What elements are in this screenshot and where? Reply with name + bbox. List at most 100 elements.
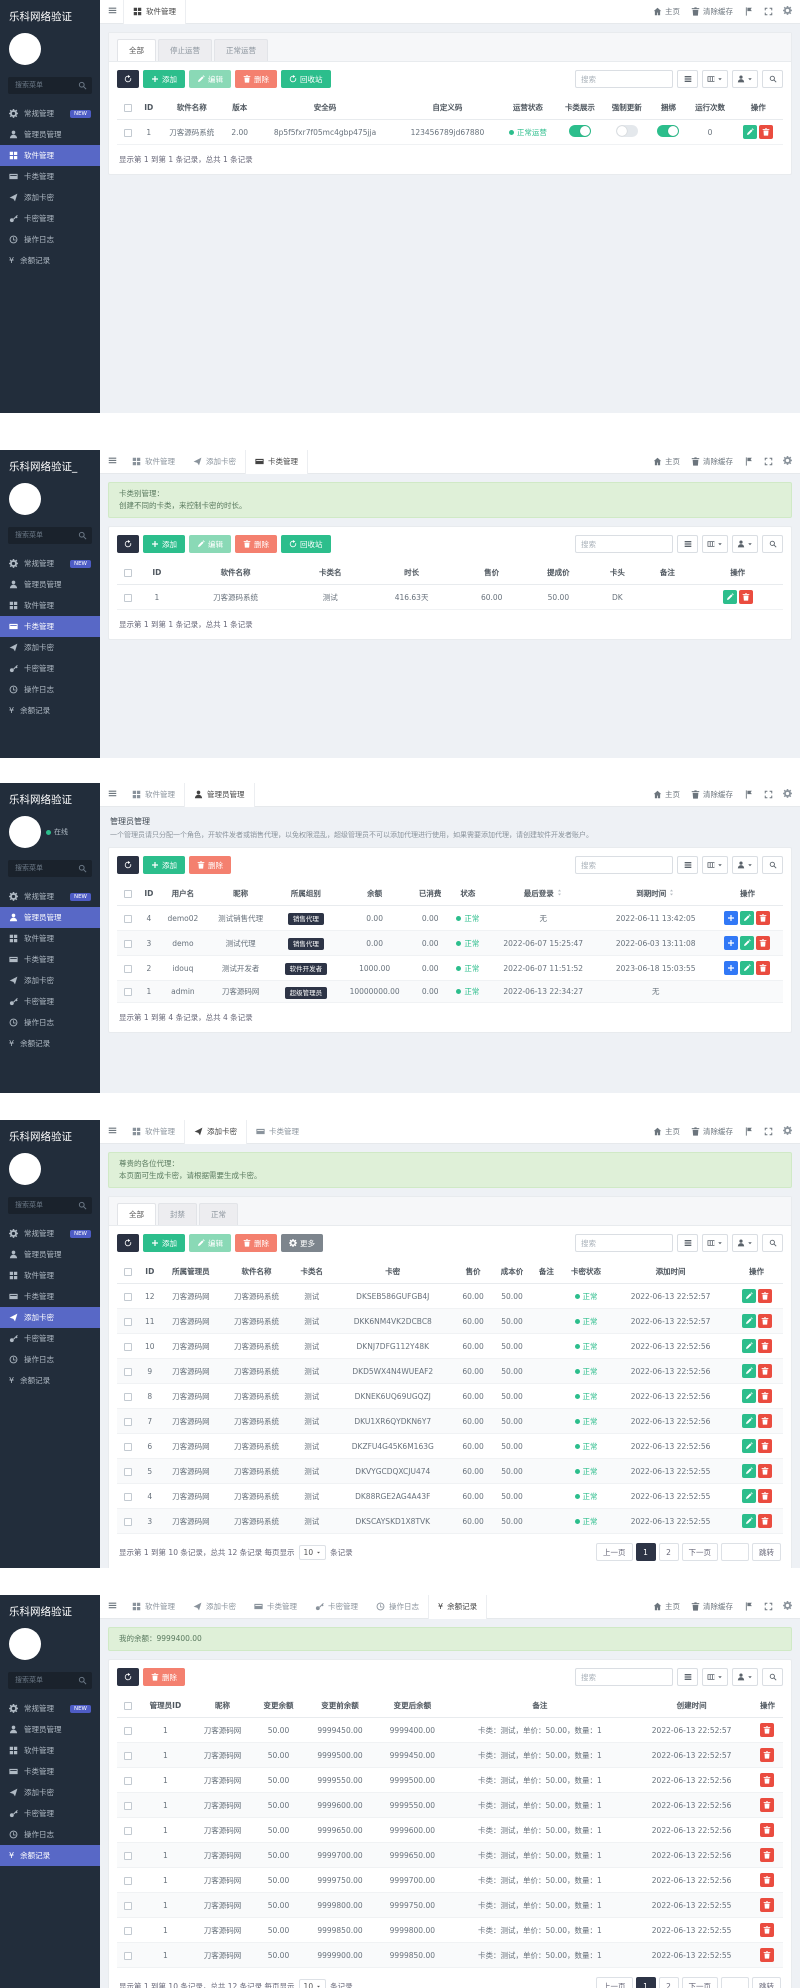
sidebar-search-input[interactable] [13, 1676, 75, 1685]
page-button-2[interactable]: 2 [658, 1977, 679, 1988]
edit-button[interactable]: 编辑 [189, 70, 231, 88]
recycle-button[interactable]: 回收站 [281, 535, 331, 553]
export-dropdown-button[interactable] [732, 535, 758, 553]
table-search-button[interactable] [762, 70, 783, 88]
topbar-tab-add-card[interactable]: 添加卡密 [184, 1595, 245, 1619]
sidebar-item-add-card[interactable]: 添加卡密 [0, 637, 100, 658]
toggle-switch[interactable] [615, 125, 638, 137]
filter-tab-1[interactable]: 停止运营 [158, 39, 212, 61]
sidebar-item-balance-record[interactable]: ¥ 余额记录 [0, 1370, 100, 1391]
row-checkbox[interactable] [124, 964, 132, 973]
prev-page-button[interactable]: 上一页 [596, 1543, 633, 1561]
edit-row-button[interactable] [741, 1464, 756, 1478]
topbar-tab-balance[interactable]: ¥ 余额记录 [428, 1595, 488, 1619]
row-checkbox[interactable] [124, 1442, 132, 1451]
sidebar-item-operation-log[interactable]: 操作日志 [0, 229, 100, 250]
sidebar-toggle-button[interactable] [108, 789, 117, 800]
sidebar-item-cardtype-management[interactable]: 卡类管理 [0, 616, 100, 637]
add-button[interactable]: 添加 [143, 70, 185, 88]
row-checkbox[interactable] [124, 1342, 132, 1351]
delete-row-button[interactable] [757, 1439, 772, 1453]
del-button[interactable]: 删除 [235, 535, 277, 553]
topbar-tab-add-card[interactable]: 添加卡密 [184, 450, 245, 474]
language-flag-button[interactable] [744, 457, 753, 466]
topbar-tab-software[interactable]: 软件管理 [123, 783, 184, 807]
sidebar-item-card-management[interactable]: 卡密管理 [0, 208, 100, 229]
delete-row-button[interactable] [760, 1898, 775, 1912]
row-checkbox[interactable] [124, 1317, 132, 1326]
jump-button[interactable]: 跳转 [752, 1977, 781, 1988]
sidebar-item-balance-record[interactable]: ¥ 余额记录 [0, 250, 100, 271]
sidebar-item-admin-management[interactable]: 管理员管理 [0, 1719, 100, 1740]
sidebar-search-input[interactable] [13, 1201, 75, 1210]
sidebar-item-cardtype-management[interactable]: 卡类管理 [0, 166, 100, 187]
columns-dropdown-button[interactable] [702, 856, 728, 874]
topbar-tab-software[interactable]: 软件管理 [123, 1595, 184, 1619]
sidebar-item-balance-record[interactable]: ¥ 余额记录 [0, 1033, 100, 1054]
recharge-row-button[interactable] [724, 961, 739, 975]
delete-row-button[interactable] [760, 1873, 775, 1887]
table-search-button[interactable] [762, 1668, 783, 1686]
row-checkbox[interactable] [124, 1826, 132, 1835]
refresh-button[interactable] [117, 856, 139, 874]
del-button[interactable]: 删除 [189, 856, 231, 874]
delete-row-button[interactable] [760, 1923, 775, 1937]
fullscreen-toggle-button[interactable] [677, 1668, 698, 1686]
edit-row-button[interactable] [741, 1489, 756, 1503]
columns-dropdown-button[interactable] [702, 535, 728, 553]
edit-row-button[interactable] [741, 1339, 756, 1353]
row-checkbox[interactable] [124, 128, 132, 137]
topbar-tab-software[interactable]: 软件管理 [123, 1120, 184, 1144]
row-checkbox[interactable] [124, 1492, 132, 1501]
table-search-input[interactable] [575, 1668, 673, 1686]
sidebar-item-software-management[interactable]: 软件管理 [0, 928, 100, 949]
home-link[interactable]: 主页 [653, 456, 680, 467]
export-dropdown-button[interactable] [732, 856, 758, 874]
page-button-1[interactable]: 1 [635, 1543, 656, 1561]
sidebar-item-add-card[interactable]: 添加卡密 [0, 970, 100, 991]
row-checkbox[interactable] [124, 1876, 132, 1885]
sidebar-item-general-management[interactable]: 常规管理 NEW [0, 553, 100, 574]
clear-cache-link[interactable]: 清除缓存 [691, 1601, 733, 1612]
columns-dropdown-button[interactable] [702, 1668, 728, 1686]
topbar-tab-log[interactable]: 操作日志 [367, 1595, 428, 1619]
sidebar-item-general-management[interactable]: 常规管理 NEW [0, 1223, 100, 1244]
recycle-button[interactable]: 回收站 [281, 70, 331, 88]
clear-cache-link[interactable]: 清除缓存 [691, 6, 733, 17]
fullscreen-toggle-button[interactable] [677, 70, 698, 88]
topbar-tab-software[interactable]: 软件管理 [123, 450, 184, 474]
edit-row-button[interactable] [740, 936, 755, 950]
edit-row-button[interactable] [741, 1414, 756, 1428]
table-search-input[interactable] [575, 70, 673, 88]
sidebar-item-admin-management[interactable]: 管理员管理 [0, 907, 100, 928]
delete-row-button[interactable] [738, 590, 753, 604]
export-dropdown-button[interactable] [732, 1234, 758, 1252]
filter-tab-1[interactable]: 封禁 [158, 1203, 197, 1225]
settings-gear-button[interactable] [783, 789, 792, 800]
add-button[interactable]: 添加 [143, 535, 185, 553]
topbar-tab-cardtype[interactable]: 卡类管理 [245, 450, 308, 474]
delete-row-button[interactable] [756, 911, 771, 925]
delete-row-button[interactable] [757, 1364, 772, 1378]
delete-row-button[interactable] [760, 1723, 775, 1737]
sidebar-search-input[interactable] [13, 81, 75, 90]
table-search-input[interactable] [575, 1234, 673, 1252]
refresh-button[interactable] [117, 535, 139, 553]
table-search-input[interactable] [575, 535, 673, 553]
row-checkbox[interactable] [124, 1851, 132, 1860]
delete-row-button[interactable] [760, 1848, 775, 1862]
sidebar-item-card-management[interactable]: 卡密管理 [0, 991, 100, 1012]
delete-row-button[interactable] [760, 1948, 775, 1962]
sidebar-item-general-management[interactable]: 常规管理 NEW [0, 1698, 100, 1719]
select-all-checkbox[interactable] [124, 104, 132, 112]
fullscreen-button[interactable] [764, 7, 773, 16]
delete-row-button[interactable] [757, 1414, 772, 1428]
language-flag-button[interactable] [744, 790, 753, 799]
sidebar-item-general-management[interactable]: 常规管理 NEW [0, 886, 100, 907]
page-button-1[interactable]: 1 [635, 1977, 656, 1988]
sortable-column-header[interactable]: 到期时间 [599, 882, 712, 906]
topbar-tab-admin[interactable]: 管理员管理 [184, 783, 255, 807]
edit-row-button[interactable] [722, 590, 737, 604]
filter-tab-2[interactable]: 正常 [199, 1203, 238, 1225]
toggle-switch[interactable] [657, 125, 680, 137]
